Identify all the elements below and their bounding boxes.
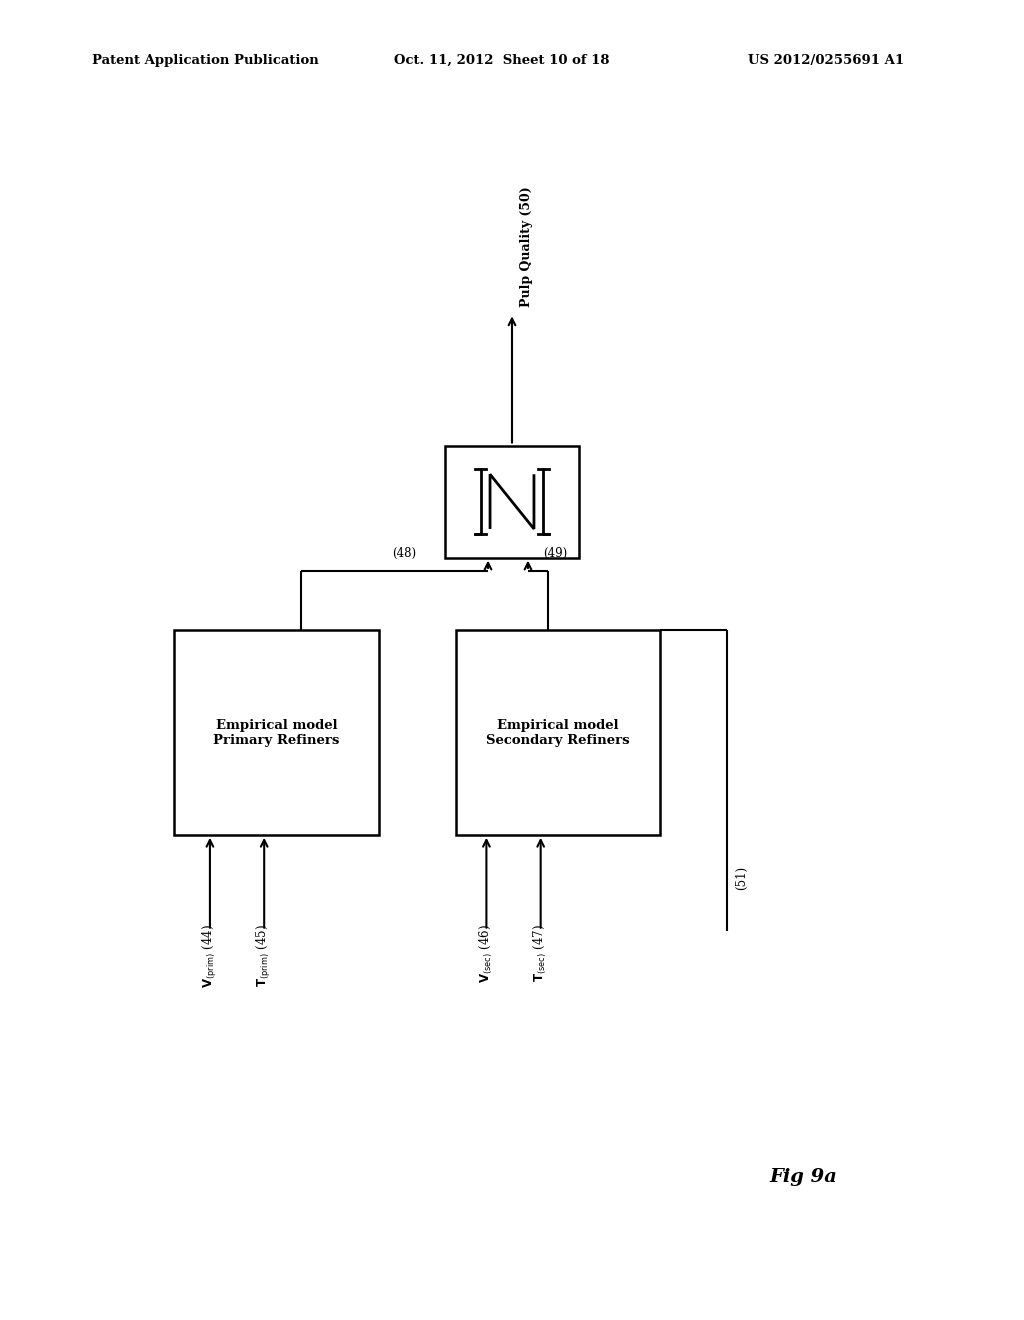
Text: $\mathbf{T}$$_{\mathrm{(sec)}}$ (47): $\mathbf{T}$$_{\mathrm{(sec)}}$ (47) (532, 924, 549, 982)
Text: $\mathbf{T}$$_{\mathrm{(prim)}}$ (45): $\mathbf{T}$$_{\mathrm{(prim)}}$ (45) (255, 924, 273, 987)
Text: $\mathbf{V}$$_{\mathrm{(prim)}}$ (44): $\mathbf{V}$$_{\mathrm{(prim)}}$ (44) (201, 924, 219, 987)
Text: $\mathbf{V}$$_{\mathrm{(sec)}}$ (46): $\mathbf{V}$$_{\mathrm{(sec)}}$ (46) (478, 924, 495, 983)
Text: (49): (49) (543, 548, 567, 560)
Text: (51): (51) (735, 866, 749, 890)
Text: Patent Application Publication: Patent Application Publication (92, 54, 318, 67)
Text: US 2012/0255691 A1: US 2012/0255691 A1 (748, 54, 903, 67)
Text: Pulp Quality (50): Pulp Quality (50) (520, 186, 534, 308)
Bar (456, 631, 660, 836)
Text: Empirical model
Secondary Refiners: Empirical model Secondary Refiners (486, 718, 630, 747)
Text: (48): (48) (392, 548, 416, 560)
Text: Empirical model
Primary Refiners: Empirical model Primary Refiners (213, 718, 340, 747)
Text: Fig 9a: Fig 9a (770, 1168, 838, 1187)
Bar (445, 446, 579, 557)
Text: Oct. 11, 2012  Sheet 10 of 18: Oct. 11, 2012 Sheet 10 of 18 (394, 54, 609, 67)
Bar (174, 631, 379, 836)
